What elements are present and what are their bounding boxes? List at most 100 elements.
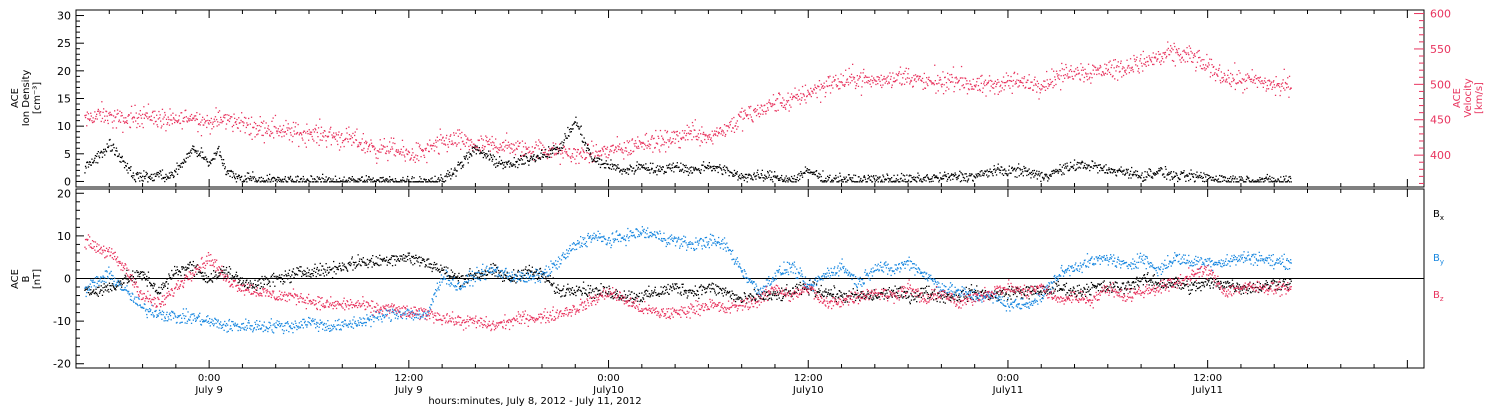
velocity-point	[1231, 81, 1233, 83]
velocity-point	[1001, 87, 1003, 89]
velocity-point	[718, 132, 720, 135]
density-point	[1099, 164, 1101, 166]
velocity-point	[707, 136, 709, 138]
velocity-point	[1076, 73, 1078, 75]
density-point	[573, 123, 575, 125]
velocity-point	[778, 92, 780, 94]
density-point	[1066, 165, 1069, 167]
density-point	[514, 166, 517, 168]
bx-point	[349, 264, 352, 267]
velocity-point	[1195, 70, 1197, 72]
density-point	[420, 178, 422, 180]
velocity-point	[411, 154, 413, 156]
bx-point	[394, 264, 397, 266]
density-point	[657, 170, 659, 172]
bx-point	[415, 257, 417, 259]
density-point	[809, 172, 811, 174]
velocity-point	[120, 115, 122, 117]
density-point	[266, 174, 268, 177]
density-point	[1115, 174, 1117, 176]
velocity-point	[366, 141, 368, 143]
density-point	[1202, 180, 1204, 182]
density-point	[827, 175, 829, 177]
bx-point	[244, 284, 246, 287]
velocity-point	[595, 150, 597, 152]
velocity-point	[1023, 77, 1025, 80]
velocity-point	[497, 149, 500, 151]
velocity-point	[369, 143, 371, 146]
bx-point	[315, 271, 317, 273]
velocity-point	[98, 112, 101, 114]
velocity-point	[754, 108, 756, 110]
density-point	[895, 178, 897, 180]
velocity-point	[795, 94, 797, 96]
velocity-point	[199, 124, 201, 126]
density-point	[1279, 181, 1281, 183]
density-point	[926, 174, 928, 176]
density-point	[994, 171, 996, 173]
velocity-point	[1103, 73, 1105, 75]
density-point	[501, 163, 503, 165]
velocity-point	[915, 80, 917, 83]
density-point	[849, 177, 851, 179]
velocity-point	[1086, 79, 1089, 81]
density-point	[835, 177, 837, 179]
velocity-point	[563, 145, 565, 148]
density-point	[257, 179, 260, 181]
velocity-point	[319, 118, 321, 120]
velocity-point	[1133, 58, 1136, 60]
density-point	[1033, 169, 1035, 172]
density-point	[1266, 173, 1268, 176]
velocity-point	[345, 127, 348, 130]
bx-point	[366, 264, 368, 266]
density-point	[174, 169, 176, 172]
density-point	[768, 176, 770, 178]
density-point	[709, 165, 712, 168]
density-point	[149, 175, 151, 177]
velocity-point	[191, 119, 193, 121]
velocity-point	[378, 151, 380, 153]
density-point	[530, 155, 532, 157]
velocity-point	[1070, 65, 1072, 67]
velocity-point	[859, 75, 861, 77]
density-point	[626, 167, 628, 170]
velocity-point	[975, 84, 977, 86]
bx-point	[154, 290, 157, 293]
velocity-point	[1256, 78, 1258, 80]
bx-point	[146, 275, 148, 278]
density-point	[557, 150, 560, 152]
velocity-point	[836, 85, 839, 87]
density-point	[195, 150, 197, 152]
velocity-point	[348, 126, 350, 128]
bx-point	[488, 272, 490, 274]
density-point	[847, 179, 849, 181]
bx-point	[457, 275, 459, 277]
bx-point	[350, 263, 352, 265]
velocity-point	[213, 126, 215, 128]
density-point	[803, 172, 805, 174]
velocity-point	[756, 109, 758, 111]
velocity-point	[460, 148, 462, 150]
velocity-point	[99, 114, 101, 116]
density-point	[1061, 166, 1063, 168]
velocity-point	[1090, 73, 1093, 75]
velocity-point	[366, 150, 369, 153]
density-point	[1121, 171, 1123, 173]
density-point	[640, 164, 642, 166]
density-point	[462, 166, 464, 168]
density-point	[1061, 174, 1063, 176]
density-point	[531, 156, 533, 158]
density-point	[214, 158, 216, 160]
density-point	[546, 156, 549, 158]
velocity-point	[588, 152, 590, 155]
bx-point	[121, 286, 123, 288]
velocity-point	[891, 86, 893, 89]
density-point	[1143, 179, 1146, 181]
density-point	[243, 180, 246, 183]
density-point	[451, 175, 453, 177]
bx-point	[542, 276, 544, 279]
velocity-point	[776, 98, 779, 100]
density-point	[1055, 168, 1057, 171]
velocity-point	[562, 157, 564, 159]
bx-point	[407, 252, 409, 254]
